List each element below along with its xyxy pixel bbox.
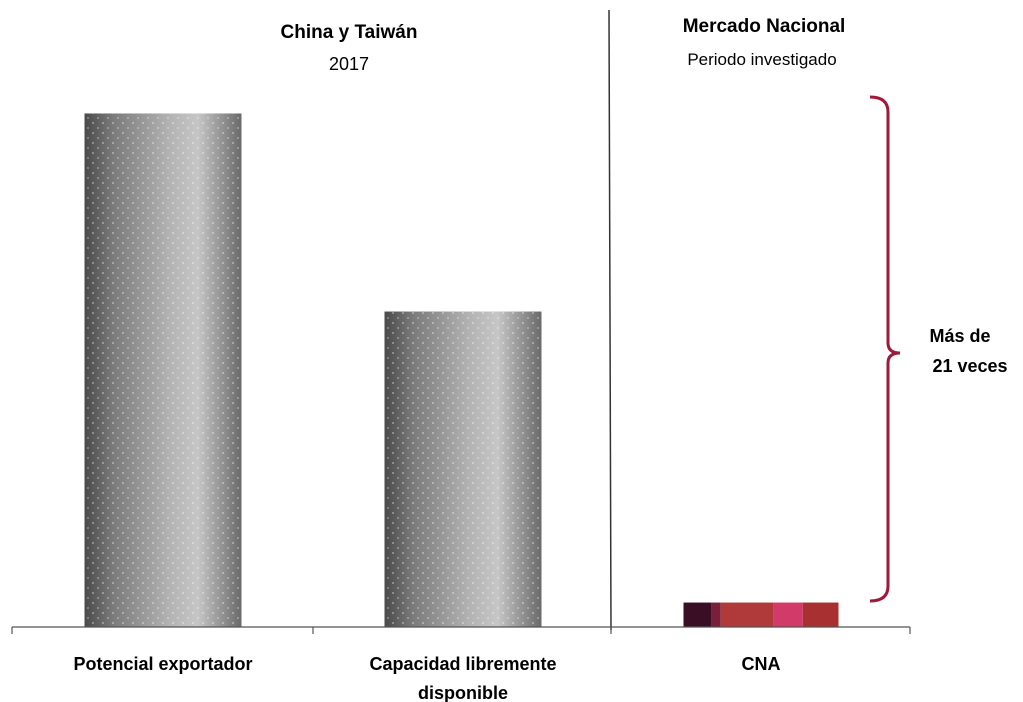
bar-1-texture xyxy=(384,311,542,627)
annotation-line-1: Más de xyxy=(929,326,990,346)
category-label-1-line-1: disponible xyxy=(418,683,508,702)
bar-cna-segment-1 xyxy=(711,602,721,627)
bracket-annotation xyxy=(869,95,901,603)
bars-group xyxy=(84,113,839,628)
bar-cna-segment-3 xyxy=(773,602,803,627)
category-label-0-line-0: Potencial exportador xyxy=(73,654,252,674)
category-labels: Potencial exportador Capacidad libremente… xyxy=(73,654,780,702)
bar-0-texture xyxy=(84,113,242,628)
panel-subtitle-left: 2017 xyxy=(329,54,369,74)
x-axis-ticks xyxy=(11,627,911,634)
bar-cna-segment-0 xyxy=(683,602,712,627)
panel-title-right: Mercado Nacional xyxy=(683,16,846,37)
bar-cna-segment-4 xyxy=(802,602,839,627)
panel-title-left: China y Taiwán xyxy=(281,22,418,43)
annotation-line-2: 21 veces xyxy=(932,356,1007,376)
category-label-1-line-0: Capacidad libremente xyxy=(369,654,556,674)
category-label-2-line-0: CNA xyxy=(742,654,781,674)
panel-divider xyxy=(608,9,612,631)
panel-subtitle-right: Periodo investigado xyxy=(687,50,836,69)
bar-cna-segment-2 xyxy=(720,602,774,627)
